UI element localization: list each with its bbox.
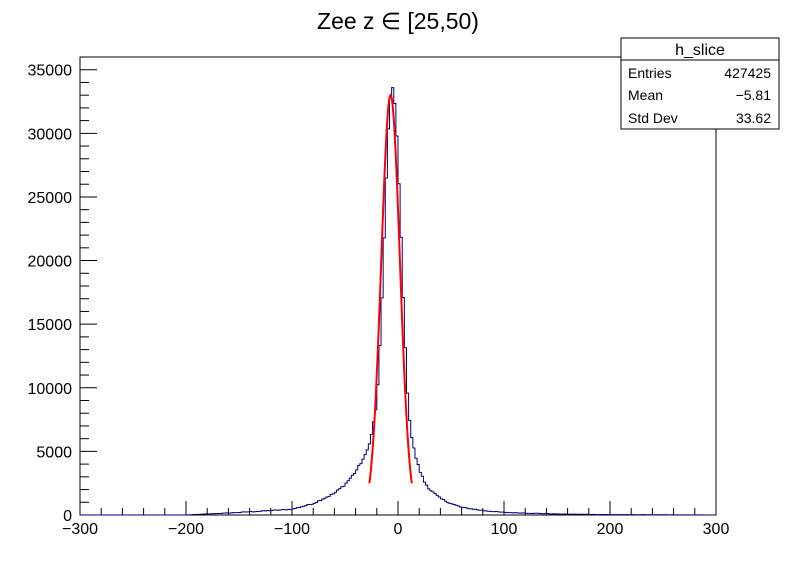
stats-entries-label: Entries (628, 65, 672, 81)
fit-curve (368, 93, 413, 484)
stats-box: h_slice Entries 427425 Mean −5.81 Std De… (620, 37, 780, 130)
stats-mean-label: Mean (628, 87, 663, 103)
chart-title: Zee z ∈ [25,50) (317, 8, 479, 34)
stats-entries-value: 427425 (724, 65, 771, 81)
stats-box-title: h_slice (675, 42, 725, 59)
x-tick-label: −100 (274, 521, 310, 538)
x-tick-label: −300 (62, 521, 98, 538)
y-tick-label: 25000 (28, 190, 73, 207)
x-tick-label: 100 (491, 521, 518, 538)
histogram-series (80, 87, 716, 516)
x-tick-label: 300 (703, 521, 730, 538)
stats-mean-value: −5.81 (736, 87, 772, 103)
stats-stddev-value: 33.62 (736, 110, 771, 126)
y-tick-label: 35000 (28, 63, 73, 80)
y-tick-label: 20000 (28, 254, 73, 271)
x-tick-label: 0 (394, 521, 403, 538)
y-tick-label: 15000 (28, 317, 73, 334)
y-tick-label: 0 (63, 508, 72, 525)
y-tick-label: 5000 (36, 444, 72, 461)
y-axis: 0 5000 10000 15000 20000 25000 30000 35000 (28, 56, 97, 525)
y-tick-label: 10000 (28, 381, 73, 398)
x-tick-label: 200 (597, 521, 624, 538)
stats-stddev-label: Std Dev (628, 110, 678, 126)
y-tick-label: 30000 (28, 126, 73, 143)
x-axis: −300 −200 −100 0 100 200 300 (62, 501, 729, 538)
x-tick-label: −200 (168, 521, 204, 538)
stats-box-frame (620, 37, 780, 130)
